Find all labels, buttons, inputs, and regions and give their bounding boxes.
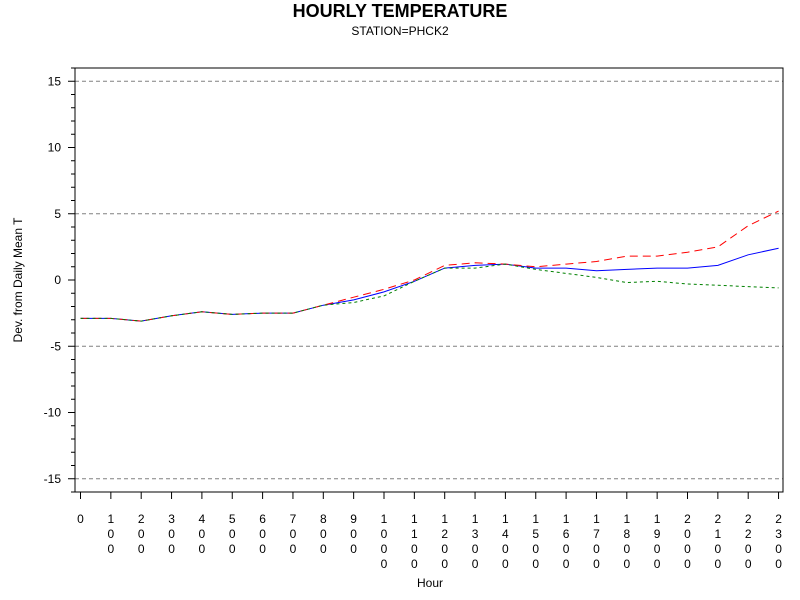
plot-frame xyxy=(74,67,784,493)
y-tick-label: 0 xyxy=(54,273,61,287)
chart-title: HOURLY TEMPERATURE xyxy=(293,1,508,21)
y-tick-label: 10 xyxy=(48,141,62,155)
series-lines xyxy=(80,210,779,322)
y-axis: -15 -10 -5 0 5 10 15 xyxy=(44,67,75,493)
y-axis-label: Dev. from Daily Mean T xyxy=(11,217,25,343)
y-tick-label: -10 xyxy=(44,406,62,420)
x-axis: 0 1 0 0 2 0 0 3 0 0 4 0 0 5 0 0 6 0 0 7 0 0 8 0 0 9 0 0 1 0 0 0 1 1 0 0 1 2 0 0… xyxy=(77,492,782,571)
y-tick-label: -15 xyxy=(44,472,62,486)
y-tick-label: -5 xyxy=(50,339,61,353)
series-line-1 xyxy=(80,247,779,322)
series-line-2 xyxy=(80,210,779,322)
y-tick-label: 15 xyxy=(48,74,62,88)
series-line-3 xyxy=(80,263,779,322)
reference-lines xyxy=(75,80,783,480)
x-axis-label: Hour xyxy=(417,576,443,590)
y-tick-label: 5 xyxy=(54,207,61,221)
x-tick-label: 0 xyxy=(77,512,84,526)
chart-subtitle: STATION=PHCK2 xyxy=(351,24,449,38)
